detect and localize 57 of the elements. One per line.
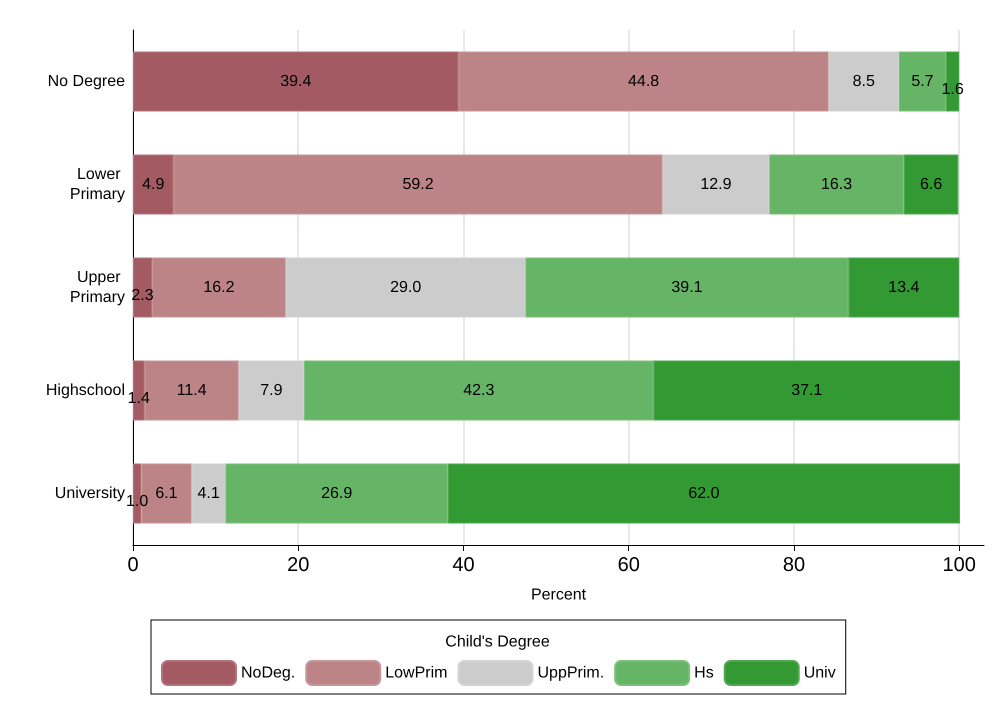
data-label: 44.8 [628,73,660,90]
bar [828,52,899,112]
data-label: 13.4 [888,279,920,296]
x-tick-label: 100 [942,554,976,576]
data-label: 39.1 [671,279,703,296]
data-label: 62.0 [688,485,720,502]
bar [769,154,904,214]
legend-label: NoDeg. [241,664,296,682]
x-tick-label: 40 [452,554,475,576]
data-label: 12.9 [700,176,732,193]
data-label: 37.1 [791,382,822,399]
bar [152,258,286,318]
x-tick-label: 0 [127,554,139,576]
bar [848,258,960,318]
x-tick-label: 20 [287,554,310,576]
data-label: 7.9 [260,382,283,399]
bar [904,154,958,214]
x-tick-label: 80 [782,554,806,576]
data-label: 42.3 [463,382,494,399]
bar [192,464,226,524]
bar [226,464,448,524]
y-tick-label: University [54,485,125,502]
legend-label: LowPrim [385,664,448,682]
data-label: 4.1 [197,485,220,502]
x-tick-label: 60 [618,554,640,576]
bar [238,360,304,420]
data-label: 11.4 [176,382,207,399]
bar [448,464,960,524]
bar [173,154,663,214]
bar [654,360,960,420]
x-axis-title: Percent [530,586,587,604]
legend-label: UppPrim. [537,664,604,682]
data-label: 59.2 [402,176,434,193]
data-label: 29.0 [390,279,422,296]
data-label: 5.7 [911,73,934,90]
bar [458,52,829,112]
bar [525,258,848,318]
bar [286,258,526,318]
legend-title: Child's Degree [445,634,550,650]
legend-label: Univ [804,664,836,682]
data-label: 6.6 [920,176,942,193]
legend-label: Hs [694,664,714,682]
y-tick-label: Lower Primary [70,166,125,203]
bar [304,360,654,420]
data-label: 26.9 [321,485,352,502]
y-tick-label: No Degree [48,73,126,90]
bar [133,52,459,112]
data-label: 39.4 [280,73,312,90]
data-label: 16.2 [203,279,235,296]
y-tick-label: Upper Primary [70,269,125,306]
data-label: 8.5 [852,73,876,90]
y-tick-label: Highschool [46,382,125,399]
bar [662,154,770,214]
data-label: 6.1 [155,485,178,502]
data-label: 16.3 [820,176,852,193]
data-label: 4.9 [142,176,164,193]
bar [133,154,174,214]
